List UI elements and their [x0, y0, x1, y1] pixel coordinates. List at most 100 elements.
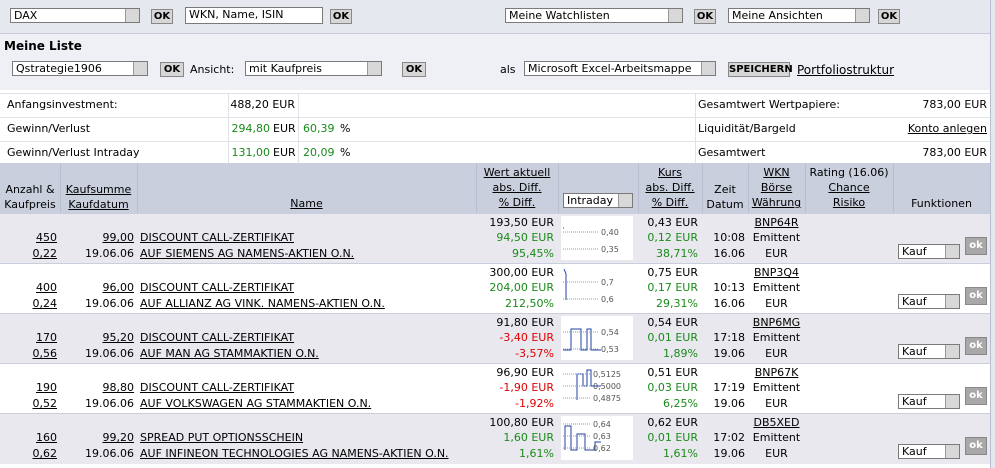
ok-button[interactable]: ok	[965, 437, 987, 455]
summary-gain: 131,00	[231, 146, 271, 159]
underlying[interactable]: AUF ALLIANZ AG VINK. NAMENS-AKTIEN O.N.	[140, 297, 385, 310]
column-header[interactable]: Chance	[828, 181, 870, 194]
day: 16.06	[713, 297, 746, 310]
unit-price[interactable]: 0,52	[32, 397, 58, 410]
cost[interactable]: 98,80	[102, 381, 135, 394]
cost[interactable]: 99,00	[102, 231, 135, 244]
price-abs-diff: 0,01 EUR	[647, 331, 698, 344]
export-select[interactable]: Microsoft Excel-Arbeitsmappe (*.xls)	[524, 61, 716, 76]
column-header[interactable]: Wert aktuell	[483, 166, 551, 179]
column-header[interactable]: Kaufdatum	[68, 198, 129, 211]
wkn[interactable]: BNP67K	[754, 366, 799, 379]
unit-price[interactable]: 0,22	[32, 247, 58, 260]
value-pct-diff: -3,57%	[515, 347, 554, 360]
quantity[interactable]: 160	[36, 431, 57, 444]
price: 0,62 EUR	[647, 416, 698, 429]
ok-button[interactable]: ok	[965, 237, 987, 255]
view-select[interactable]: mit Kaufpreis	[245, 61, 382, 76]
wkn[interactable]: BNP3Q4	[753, 266, 800, 279]
column-header[interactable]: Risiko	[832, 196, 866, 209]
action-select[interactable]: Kauf	[898, 344, 960, 359]
index-select[interactable]: DAX	[10, 8, 140, 23]
ok-button[interactable]: OK	[878, 9, 900, 24]
ok-button[interactable]: OK	[402, 62, 426, 77]
column-header: Anzahl &	[5, 183, 55, 196]
column-header: Kaufpreis	[4, 198, 56, 211]
view-select[interactable]: Meine Ansichten	[728, 8, 870, 23]
exchange: Emittent	[752, 381, 801, 394]
search-input[interactable]: WKN, Name, ISIN	[185, 7, 323, 24]
quantity[interactable]: 170	[36, 331, 57, 344]
security-name[interactable]: DISCOUNT CALL-ZERTIFIKAT	[140, 281, 295, 294]
action-select[interactable]: Kauf	[898, 444, 960, 459]
column-header[interactable]: Kurs	[658, 166, 682, 179]
unit-price[interactable]: 0,56	[32, 347, 58, 360]
column-header[interactable]: Kaufsumme	[65, 183, 132, 196]
cost[interactable]: 99,20	[102, 431, 135, 444]
unit-price[interactable]: 0,62	[32, 447, 58, 460]
column-header: Datum	[706, 198, 744, 211]
security-name[interactable]: DISCOUNT CALL-ZERTIFIKAT	[140, 381, 295, 394]
column-header[interactable]: Börse	[760, 181, 793, 194]
buy-date: 19.06.06	[85, 297, 134, 310]
chart-label: 0,64	[593, 420, 611, 429]
underlying[interactable]: AUF SIEMENS AG NAMENS-AKTIEN O.N.	[140, 247, 355, 260]
column-header[interactable]: Währung	[751, 196, 802, 209]
divider	[298, 93, 299, 163]
save-button[interactable]: SPEICHERN	[728, 62, 793, 77]
ok-button[interactable]: OK	[151, 9, 173, 24]
action-select[interactable]: Kauf	[898, 394, 960, 409]
security-name[interactable]: DISCOUNT CALL-ZERTIFIKAT	[140, 331, 295, 344]
ok-button[interactable]: ok	[965, 337, 987, 355]
ok-button[interactable]: ok	[965, 387, 987, 405]
value-pct-diff: -1,92%	[515, 397, 554, 410]
column-header[interactable]: abs. Diff.	[645, 181, 695, 194]
column-header[interactable]: % Diff.	[498, 196, 536, 209]
list-area	[0, 34, 995, 90]
value-abs-diff: 204,00 EUR	[489, 281, 554, 294]
time: 10:08	[713, 231, 745, 244]
ok-button[interactable]: ok	[965, 287, 987, 305]
wkn[interactable]: BNP6MG	[752, 316, 801, 329]
chart-label: 0,53	[601, 345, 619, 354]
security-name[interactable]: SPREAD PUT OPTIONSSCHEIN	[140, 431, 304, 444]
ok-button[interactable]: OK	[330, 9, 352, 24]
time: 17:18	[713, 331, 745, 344]
quantity[interactable]: 190	[36, 381, 57, 394]
underlying[interactable]: AUF INFINEON TECHNOLOGIES AG NAMENS-AKTI…	[140, 447, 449, 460]
cost[interactable]: 95,20	[102, 331, 135, 344]
wkn[interactable]: BNP64R	[754, 216, 799, 229]
cost[interactable]: 96,00	[102, 281, 135, 294]
ok-button[interactable]: OK	[694, 9, 716, 24]
column-header: Funktionen	[911, 197, 972, 210]
column-header[interactable]: abs. Diff.	[492, 181, 542, 194]
underlying[interactable]: AUF MAN AG STAMMAKTIEN O.N.	[140, 347, 319, 360]
underlying[interactable]: AUF VOLKSWAGEN AG STAMMAKTIEN O.N.	[140, 397, 372, 410]
action-select[interactable]: Kauf	[898, 294, 960, 309]
quantity[interactable]: 450	[36, 231, 57, 244]
time: 17:02	[713, 431, 745, 444]
chart-label: 0,35	[601, 245, 619, 254]
summary-row	[0, 141, 992, 166]
portfolio-select[interactable]: Qstrategie1906	[12, 61, 148, 76]
intraday-select[interactable]: Intraday	[563, 193, 633, 208]
summary-link[interactable]: Konto anlegen	[907, 122, 987, 135]
unit-price[interactable]: 0,24	[32, 297, 58, 310]
quantity[interactable]: 400	[36, 281, 57, 294]
price-pct-diff: 1,89%	[663, 347, 698, 360]
ok-button[interactable]: OK	[160, 62, 184, 77]
column-header[interactable]: WKN	[763, 166, 790, 179]
column-header[interactable]: Name	[290, 197, 323, 210]
wkn[interactable]: DB5XED	[753, 416, 800, 429]
structure-link[interactable]: Portfoliostruktur	[797, 63, 895, 77]
buy-date: 19.06.06	[85, 397, 134, 410]
security-name[interactable]: DISCOUNT CALL-ZERTIFIKAT	[140, 231, 295, 244]
column-header[interactable]: % Diff.	[651, 196, 689, 209]
column-header: Zeit	[714, 183, 736, 196]
summary-row	[0, 117, 992, 142]
action-select[interactable]: Kauf	[898, 244, 960, 259]
day: 19.06	[713, 447, 746, 460]
value-abs-diff: -1,90 EUR	[499, 381, 554, 394]
currency: EUR	[765, 397, 788, 410]
watchlist-select[interactable]: Meine Watchlisten	[505, 8, 683, 23]
